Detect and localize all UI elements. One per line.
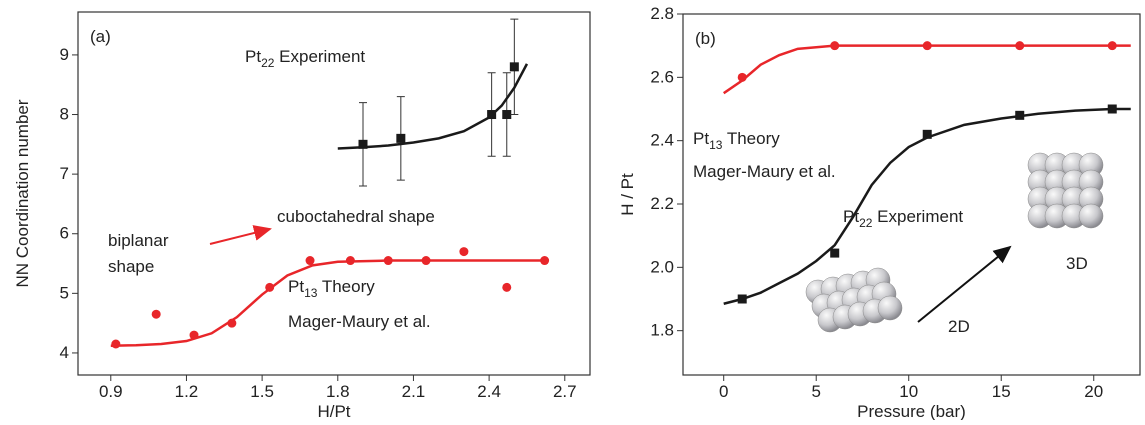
data-point	[502, 282, 512, 292]
annotation: Pt13 Theory	[693, 129, 780, 152]
y-tick-label: 2.0	[650, 257, 674, 276]
x-tick-label: 10	[899, 382, 918, 401]
annotation: Mager-Maury et al.	[693, 162, 836, 181]
annotation: biplanar	[108, 231, 169, 250]
cluster-2d	[805, 267, 903, 333]
annotation: Pt22 Experiment	[843, 207, 963, 230]
annotation: 2D	[948, 317, 970, 336]
x-tick-label: 1.5	[250, 382, 274, 401]
annotation: shape	[108, 257, 154, 276]
y-axis-label: NN Coordination number	[13, 99, 32, 287]
panel-label: (a)	[90, 27, 111, 46]
x-tick-label: 1.2	[175, 382, 199, 401]
data-point	[151, 309, 161, 319]
annotation-part: Theory	[722, 129, 780, 148]
data-point	[111, 339, 121, 349]
panel-label: (b)	[695, 29, 716, 48]
x-axis-label: Pressure (bar)	[857, 402, 966, 420]
annotation-part: 22	[859, 216, 873, 230]
annotation: Pt13 Theory	[288, 277, 375, 300]
data-point	[502, 110, 512, 120]
annotation-part: Pt	[693, 129, 709, 148]
data-point	[305, 256, 315, 266]
sphere	[877, 295, 903, 321]
arrow	[209, 225, 272, 245]
cluster-3d	[1027, 152, 1104, 229]
y-tick-label: 6	[60, 224, 69, 243]
annotation-part: 13	[709, 138, 723, 152]
x-tick-label: 1.8	[326, 382, 350, 401]
x-tick-label: 2.4	[477, 382, 501, 401]
annotation-part: 13	[304, 286, 318, 300]
x-tick-label: 2.7	[553, 382, 577, 401]
data-point	[396, 133, 406, 143]
annotation-part: Pt	[288, 277, 304, 296]
sphere	[1078, 203, 1104, 229]
x-tick-label: 15	[992, 382, 1011, 401]
arrow	[917, 245, 1012, 323]
y-tick-label: 8	[60, 105, 69, 124]
data-point	[830, 248, 840, 258]
annotation-part: Experiment	[274, 47, 365, 66]
data-point	[459, 247, 469, 257]
x-tick-label: 0	[719, 382, 728, 401]
x-tick-label: 2.1	[402, 382, 426, 401]
y-tick-label: 4	[60, 343, 69, 362]
y-tick-label: 7	[60, 164, 69, 183]
annotation: cuboctahedral shape	[277, 207, 435, 226]
data-point	[922, 129, 932, 139]
y-tick-label: 1.8	[650, 321, 674, 340]
data-point	[509, 62, 519, 72]
fit-line	[337, 63, 529, 150]
annotation: Mager-Maury et al.	[288, 312, 431, 331]
fit-line	[723, 107, 1131, 305]
y-tick-label: 2.6	[650, 67, 674, 86]
fit-line	[110, 259, 545, 348]
annotation-part: 22	[261, 56, 275, 70]
annotation: 3D	[1066, 254, 1088, 273]
plot-frame	[77, 11, 591, 376]
y-tick-label: 9	[60, 45, 69, 64]
annotation-part: Theory	[317, 277, 375, 296]
y-axis-label: H / Pt	[618, 173, 637, 216]
x-tick-label: 20	[1084, 382, 1103, 401]
annotation: Pt22 Experiment	[245, 47, 365, 70]
y-tick-label: 2.2	[650, 194, 674, 213]
x-tick-label: 5	[811, 382, 820, 401]
y-tick-label: 2.8	[650, 4, 674, 23]
annotation-part: Pt	[843, 207, 859, 226]
plot-frame	[682, 13, 1141, 376]
fit-line	[722, 44, 1131, 95]
x-tick-label: 0.9	[99, 382, 123, 401]
annotation-part: Experiment	[872, 207, 963, 226]
data-point	[358, 139, 368, 149]
y-tick-label: 5	[60, 283, 69, 302]
x-axis-label: H/Pt	[317, 402, 350, 420]
annotation-part: Pt	[245, 47, 261, 66]
y-tick-label: 2.4	[650, 131, 674, 150]
